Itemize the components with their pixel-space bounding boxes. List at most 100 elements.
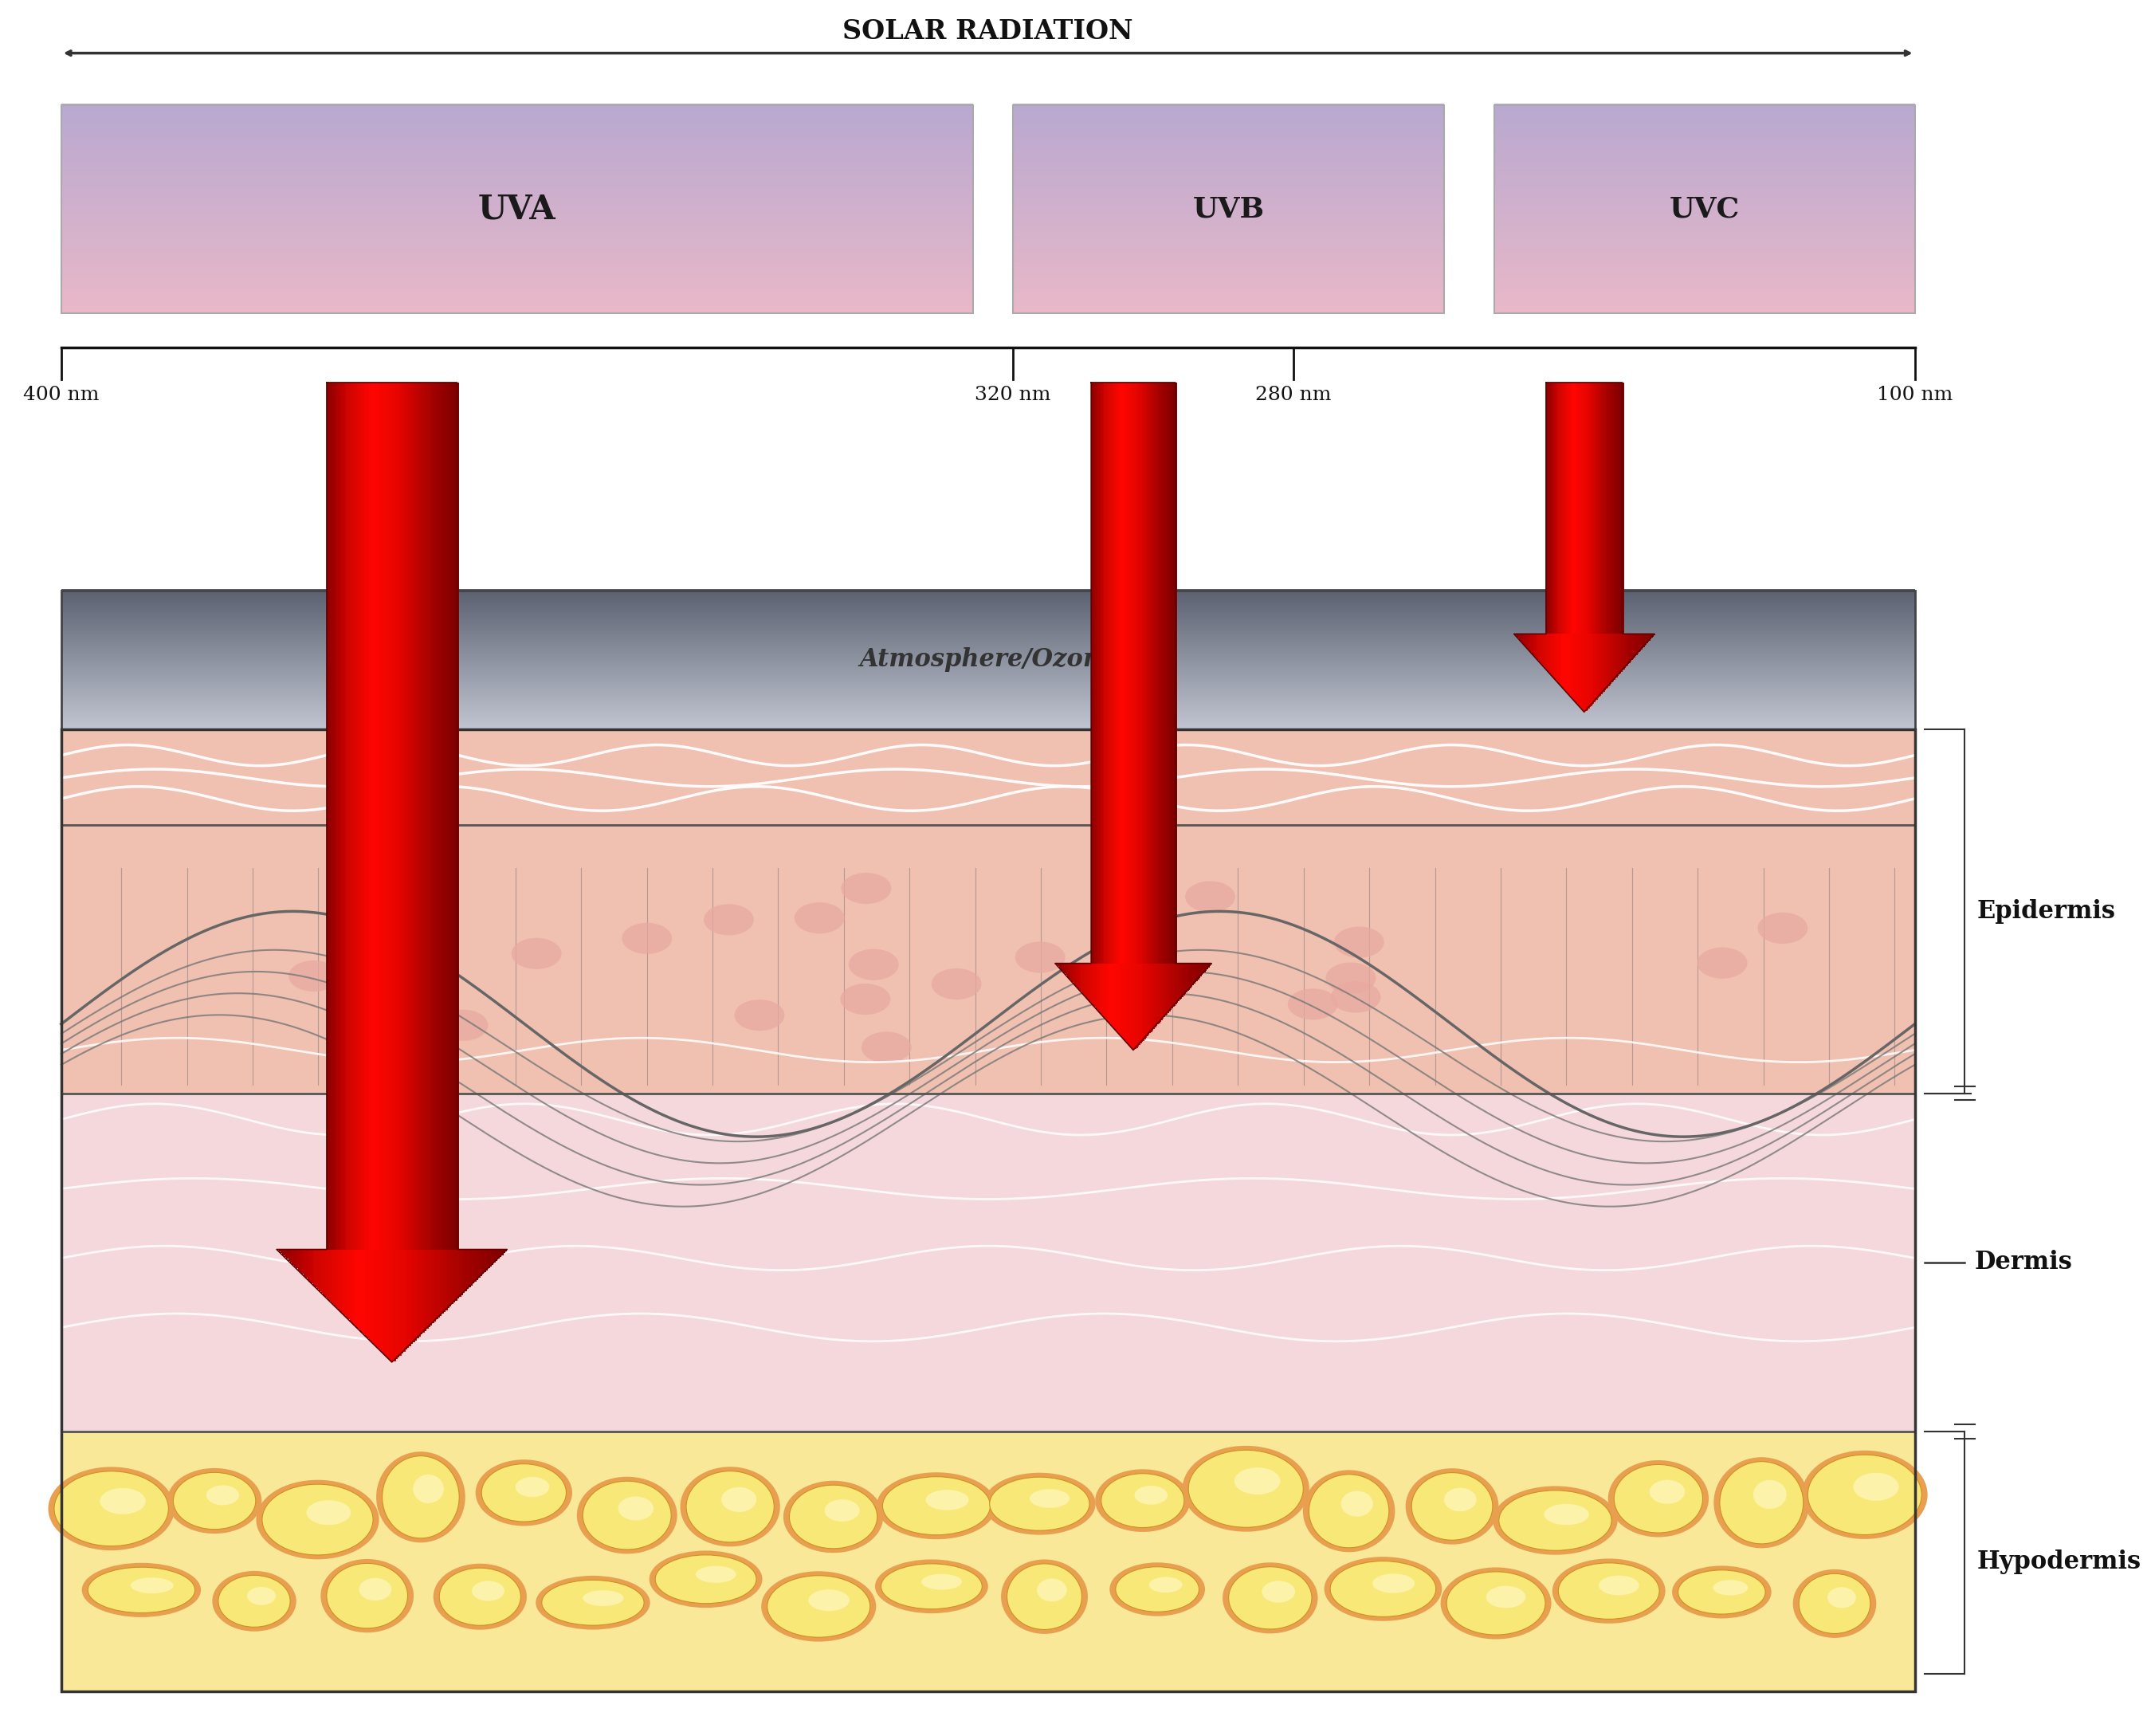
Bar [62,602,1915,606]
Bar [1013,273,1443,274]
Bar [62,227,973,229]
Bar [1166,963,1170,1012]
Bar [62,142,973,144]
Bar [1013,236,1443,240]
Bar [1593,382,1597,634]
Bar [1170,382,1174,963]
Bar [1013,130,1443,134]
Bar [1494,267,1915,269]
Bar [453,1250,457,1300]
Bar [1569,634,1574,696]
Bar [62,123,973,127]
Bar [1563,634,1567,689]
Ellipse shape [1185,882,1235,913]
Bar [1013,135,1443,137]
Bar [1606,634,1610,686]
Bar [1013,139,1443,142]
Bar [1494,167,1915,168]
Ellipse shape [1696,948,1748,979]
Bar [1174,963,1177,1003]
Bar [1518,634,1522,639]
Bar [1013,207,1443,208]
Bar [1112,963,1116,1028]
Bar [447,1250,449,1309]
Bar [62,304,973,306]
Bar [1591,382,1593,634]
Bar [1013,196,1443,200]
Bar [62,283,973,285]
Bar [1494,184,1915,186]
Bar [1565,634,1567,691]
Bar [1632,634,1634,660]
Ellipse shape [382,1457,459,1538]
Bar [1595,382,1597,634]
Bar [62,255,973,259]
Bar [1494,168,1915,170]
Bar [62,118,973,122]
Bar [1621,634,1623,670]
Bar [1099,963,1104,1012]
Bar [1591,634,1595,703]
Bar [62,182,973,186]
Bar [62,682,1915,686]
Bar [1013,146,1443,149]
Bar [62,604,1915,608]
Bar [62,719,1915,720]
Bar [1013,260,1443,264]
Bar [1494,243,1915,247]
Bar [1520,634,1524,642]
Bar [62,151,973,153]
Bar [62,648,1915,651]
Bar [1494,264,1915,267]
Bar [1078,963,1082,990]
Bar [1494,306,1915,309]
Bar [301,1250,303,1272]
Bar [1013,163,1443,167]
Bar [1013,276,1443,279]
Bar [62,198,973,201]
Bar [305,1250,309,1278]
Bar [1582,634,1587,712]
Bar [318,1250,320,1290]
Bar [62,167,973,170]
Ellipse shape [932,969,981,1000]
Bar [1494,181,1915,184]
Bar [62,703,1915,707]
Bar [1013,172,1443,175]
Bar [1069,963,1071,977]
Bar [62,177,973,179]
Bar [1168,963,1170,1012]
Bar [1144,382,1149,963]
Bar [1157,963,1159,1023]
Bar [1565,382,1567,634]
Ellipse shape [1037,1578,1067,1602]
Bar [290,1250,294,1262]
Bar [1494,253,1915,257]
Bar [1153,382,1157,963]
Bar [1494,236,1915,238]
Bar [1494,144,1915,148]
Bar [62,262,973,264]
Bar [1013,160,1443,163]
Bar [1192,963,1194,986]
Bar [1013,283,1443,285]
Bar [365,382,369,1250]
Bar [1548,634,1552,674]
Ellipse shape [1679,1569,1765,1614]
Bar [359,382,361,1250]
Bar [479,1250,483,1276]
Bar [62,300,973,302]
Bar [1494,271,1915,274]
Bar [1129,382,1134,963]
Bar [1013,144,1443,148]
Bar [62,672,1915,675]
Bar [359,1250,363,1332]
Bar [62,589,1915,592]
Bar [444,1250,447,1311]
Bar [1494,279,1915,283]
Bar [464,1250,466,1292]
Bar [1164,963,1166,1016]
Bar [371,382,376,1250]
Bar [1071,963,1076,983]
Bar [1013,215,1443,219]
